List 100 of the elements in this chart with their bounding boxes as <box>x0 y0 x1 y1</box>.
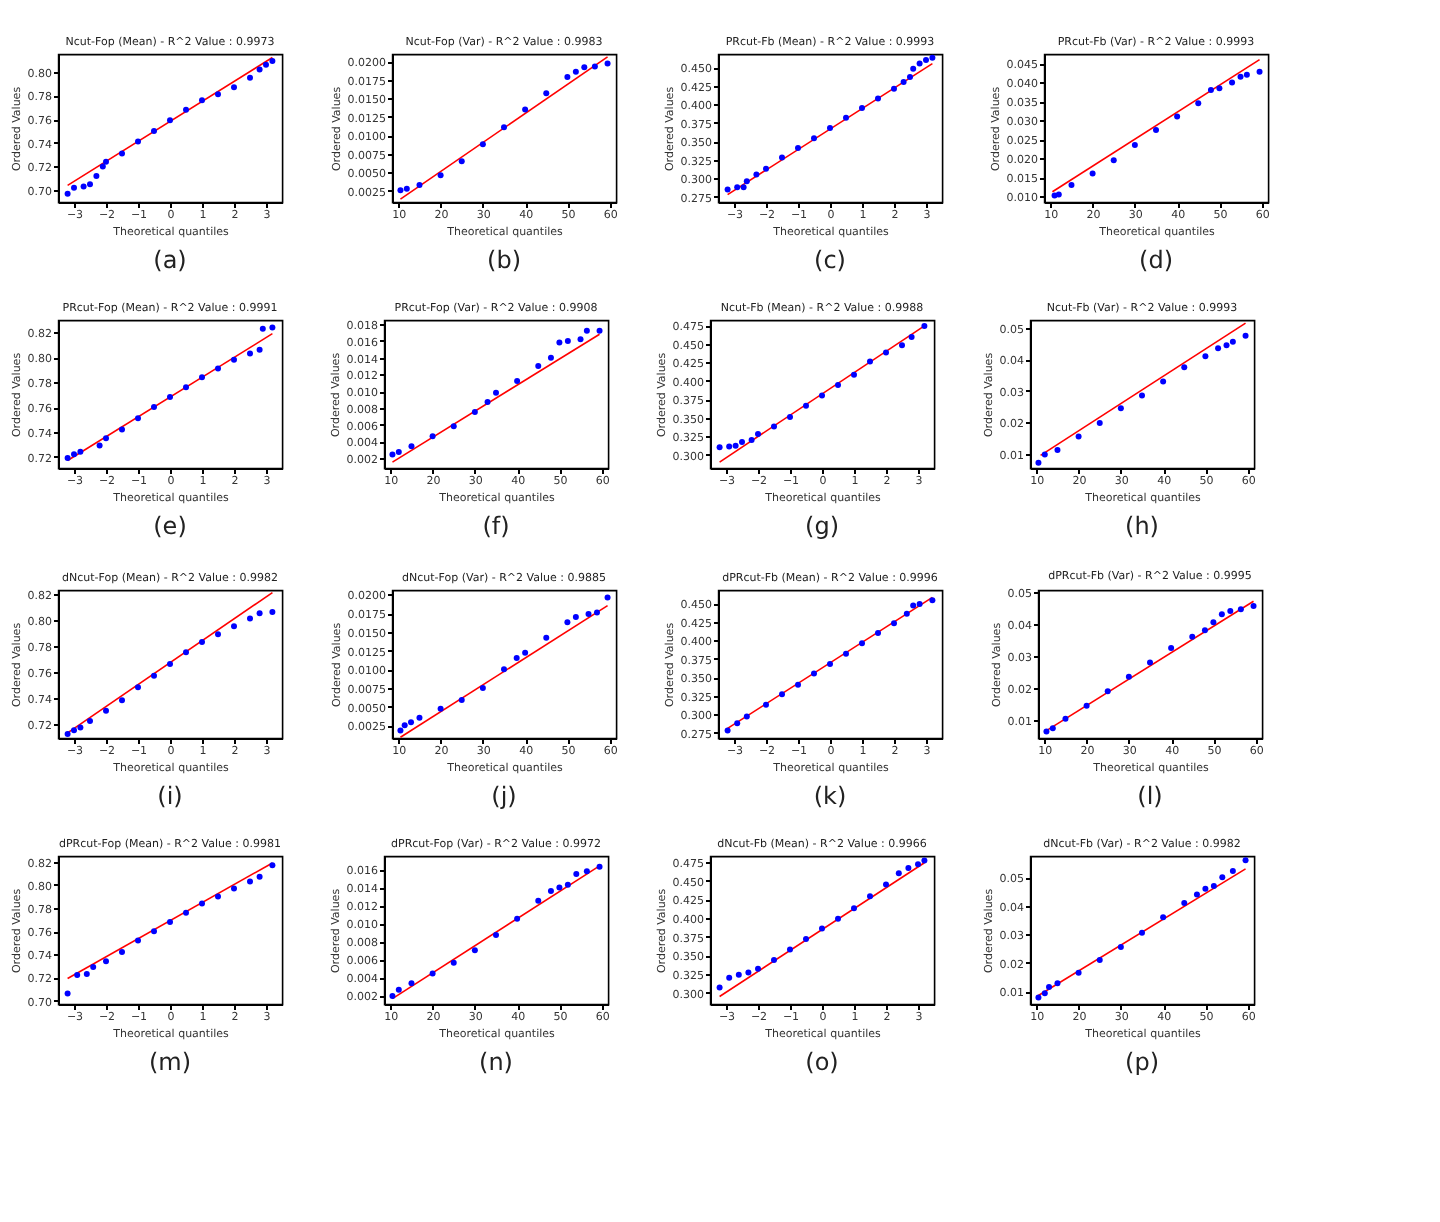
point <box>916 60 923 67</box>
point <box>1062 715 1069 722</box>
point <box>103 707 109 714</box>
point <box>71 451 77 458</box>
point <box>1041 451 1048 458</box>
point <box>596 327 603 334</box>
point <box>269 862 276 869</box>
text: (h) <box>1125 512 1159 540</box>
point <box>269 58 276 65</box>
text: (n) <box>479 1048 513 1076</box>
point <box>259 325 266 332</box>
point <box>583 868 590 875</box>
text: (b) <box>487 246 521 274</box>
point <box>929 54 936 61</box>
point <box>450 423 457 430</box>
point <box>1153 126 1159 133</box>
point <box>514 378 521 385</box>
point <box>859 640 865 647</box>
point <box>891 85 897 92</box>
text: (p) <box>1125 1048 1159 1076</box>
point <box>151 928 157 935</box>
point <box>593 609 600 616</box>
point <box>547 354 554 361</box>
point <box>875 629 881 636</box>
point <box>247 615 253 622</box>
text: (c) <box>814 246 846 274</box>
point <box>1237 73 1244 80</box>
point <box>247 74 253 81</box>
point <box>1229 338 1236 345</box>
point <box>787 413 793 420</box>
point <box>795 144 801 151</box>
point <box>90 964 97 970</box>
point <box>1181 364 1188 371</box>
point <box>1131 142 1138 149</box>
point <box>471 947 478 954</box>
point <box>1229 79 1236 86</box>
point <box>573 870 580 877</box>
point <box>732 442 739 449</box>
point <box>739 439 745 446</box>
point <box>256 346 263 353</box>
point <box>716 984 723 991</box>
point <box>899 342 905 349</box>
point <box>835 382 841 389</box>
point <box>875 95 881 102</box>
point <box>895 870 902 877</box>
point <box>389 992 396 999</box>
point <box>1210 882 1217 889</box>
text: (a) <box>153 246 187 274</box>
point <box>564 73 571 80</box>
point <box>1054 980 1061 987</box>
point <box>1202 885 1209 892</box>
text: (i) <box>157 782 183 810</box>
point <box>867 893 873 900</box>
point <box>1189 633 1196 640</box>
point <box>564 619 571 626</box>
point <box>577 336 584 343</box>
point <box>724 727 731 734</box>
point <box>429 970 436 977</box>
point <box>1193 891 1200 898</box>
point <box>743 178 750 185</box>
point <box>763 701 769 708</box>
point <box>572 68 579 75</box>
point <box>1125 673 1132 680</box>
point <box>501 666 507 673</box>
point <box>859 105 865 112</box>
point <box>908 334 915 341</box>
point <box>401 722 408 729</box>
point <box>1049 725 1056 732</box>
point <box>183 106 189 113</box>
point <box>1242 857 1249 864</box>
point <box>1256 68 1263 75</box>
point <box>734 720 741 727</box>
point <box>119 426 125 433</box>
point <box>247 878 253 885</box>
text: (e) <box>153 512 187 540</box>
point <box>543 634 550 641</box>
point <box>1242 332 1249 339</box>
point <box>1068 181 1075 188</box>
point <box>907 73 913 80</box>
text: (f) <box>482 512 510 540</box>
point <box>403 185 410 192</box>
point <box>135 684 141 691</box>
point <box>522 106 529 113</box>
point <box>167 918 173 925</box>
point <box>543 90 550 97</box>
point <box>604 594 611 601</box>
point <box>771 956 777 963</box>
point <box>395 449 402 456</box>
point <box>199 900 205 907</box>
point <box>835 915 841 922</box>
point <box>851 371 857 378</box>
point <box>564 337 571 344</box>
point <box>547 887 554 894</box>
point <box>1219 874 1226 881</box>
point <box>819 392 825 399</box>
point <box>64 990 71 997</box>
point <box>513 655 520 662</box>
point <box>1139 392 1145 399</box>
point <box>1215 345 1222 352</box>
point <box>1046 983 1053 990</box>
